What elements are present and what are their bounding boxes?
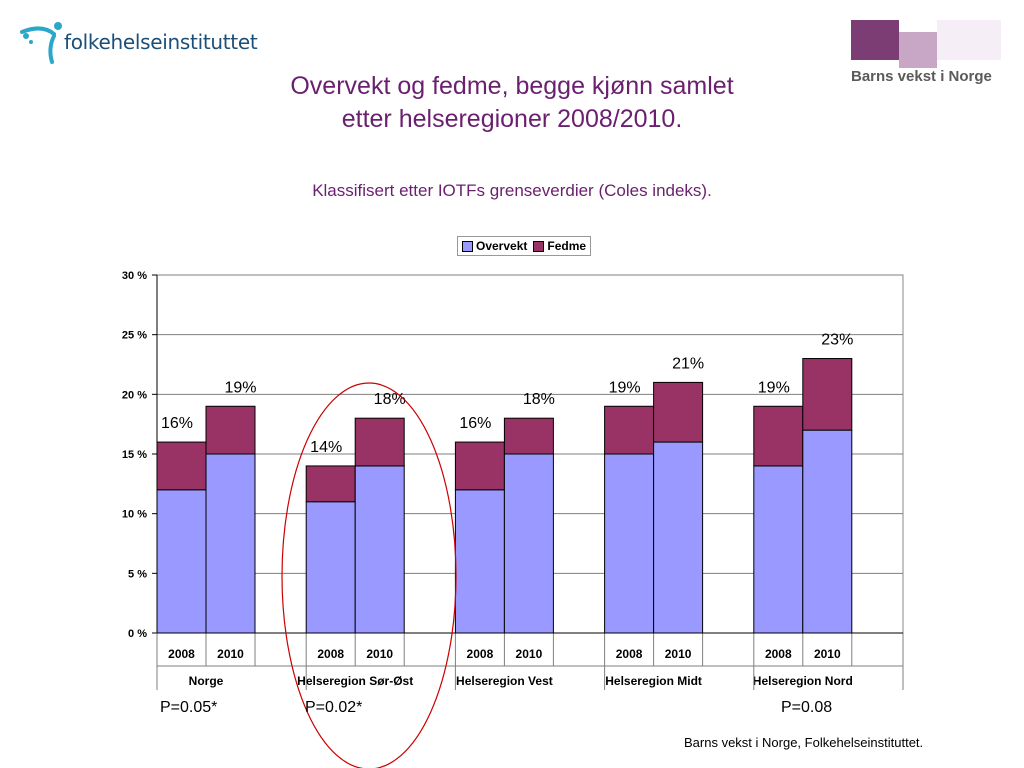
bar-fedme [354, 417, 405, 467]
y-tick-label: 0 % [128, 628, 147, 640]
x-group-label: Helseregion Vest [456, 674, 553, 688]
bar-overvekt [205, 453, 256, 634]
p-value-sor-ost: P=0.02* [305, 699, 363, 716]
x-tick-label-year: 2010 [814, 647, 841, 661]
x-tick-label-year: 2010 [516, 647, 543, 661]
bar-total-label: 14% [310, 439, 342, 456]
bar-fedme [305, 465, 356, 503]
bar-overvekt [604, 453, 655, 634]
page-subtitle: Klassifisert etter IOTFs grenseverdier (… [312, 181, 712, 200]
y-tick-label: 20 % [122, 389, 147, 401]
bar-total-label: 19% [609, 379, 641, 396]
bar-overvekt [354, 465, 405, 634]
y-tick-label: 25 % [122, 330, 147, 342]
bar-total-label: 16% [459, 415, 491, 432]
bar-overvekt [753, 465, 804, 634]
bar-total-label: 16% [161, 415, 193, 432]
source-note: Barns vekst i Norge, Folkehelseinstitutt… [684, 735, 924, 750]
bar-total-label: 23% [821, 332, 853, 349]
bar-overvekt [454, 489, 505, 634]
x-tick-label-year: 2010 [665, 647, 692, 661]
highlight-ellipse [281, 382, 457, 768]
x-tick-label-year: 2010 [217, 647, 244, 661]
bar-overvekt [653, 441, 704, 634]
legend-item-overvekt: Overvekt [462, 239, 527, 253]
bar-fedme [454, 441, 505, 491]
x-tick-label-year: 2008 [168, 647, 195, 661]
bar-fedme [653, 381, 704, 443]
bvn-logo [845, 18, 1005, 90]
legend-item-fedme: Fedme [533, 239, 586, 253]
bar-fedme [205, 405, 256, 455]
bar-total-label: 21% [672, 355, 704, 372]
legend-label-fedme: Fedme [547, 239, 587, 253]
x-tick-label-year: 2008 [765, 647, 792, 661]
page-title-line1: Overvekt og fedme, begge kjønn samlet [290, 72, 734, 100]
x-group-label: Helseregion Sør-Øst [297, 674, 413, 688]
page-title-line2: etter helseregioner 2008/2010. [341, 105, 683, 133]
x-tick-label-year: 2008 [616, 647, 643, 661]
x-group-label: Helseregion Midt [605, 674, 702, 688]
x-group-label: Helseregion Nord [753, 674, 853, 688]
y-tick-label: 5 % [128, 568, 147, 580]
bar-overvekt [156, 489, 207, 634]
bar-total-label: 18% [523, 391, 555, 408]
x-tick-label-year: 2010 [366, 647, 393, 661]
fhi-logo-icon [20, 22, 62, 64]
bar-overvekt [802, 429, 853, 634]
legend-label-overvekt: Overvekt [476, 239, 528, 253]
p-value-norge: P=0.05* [160, 699, 218, 716]
bar-fedme [156, 441, 207, 491]
x-group-label: Norge [189, 674, 224, 688]
bar-overvekt [503, 453, 554, 634]
bar-overvekt [305, 501, 356, 634]
x-tick-label-year: 2008 [317, 647, 344, 661]
y-tick-label: 10 % [122, 509, 147, 521]
x-tick-label-year: 2008 [467, 647, 494, 661]
bar-total-label: 19% [758, 379, 790, 396]
bar-fedme [753, 405, 804, 467]
bar-fedme [503, 417, 554, 455]
chart-legend: Overvekt Fedme [457, 236, 592, 256]
bar-fedme [604, 405, 655, 455]
fhi-logo-text: folkehelseinstituttet [64, 30, 258, 54]
p-value-nord: P=0.08 [781, 699, 833, 716]
bar-total-label: 18% [374, 391, 406, 408]
fhi-logo [20, 22, 62, 64]
y-tick-label: 30 % [122, 270, 147, 282]
bar-fedme [802, 358, 853, 431]
bar-total-label: 19% [224, 379, 256, 396]
y-tick-label: 15 % [122, 449, 147, 461]
bvn-logo-text: Barns vekst i Norge [851, 68, 992, 85]
legend-swatch-overvekt [462, 240, 473, 252]
legend-swatch-fedme [533, 240, 545, 252]
